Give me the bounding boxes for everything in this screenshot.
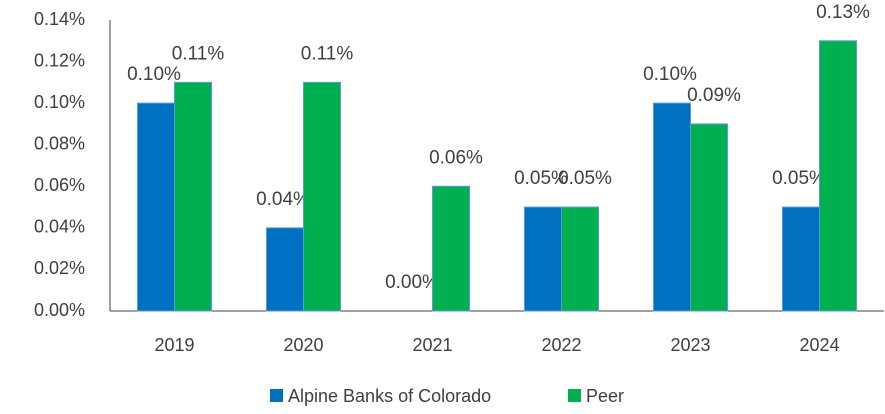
x-tick-label: 2022 (541, 335, 581, 355)
legend-label: Alpine Banks of Colorado (288, 386, 491, 406)
legend-label: Peer (586, 386, 624, 406)
y-tick-label: 0.06% (34, 175, 85, 195)
x-tick-label: 2024 (799, 335, 839, 355)
value-label: 0.13% (816, 2, 870, 23)
value-label: 0.10% (643, 64, 697, 85)
y-tick-label: 0.00% (34, 300, 85, 320)
value-label: 0.05% (772, 168, 826, 189)
y-tick-label: 0.02% (34, 258, 85, 278)
value-label: 0.11% (301, 43, 354, 64)
bar (524, 206, 562, 312)
bar (266, 227, 304, 312)
y-tick-label: 0.08% (34, 133, 85, 153)
bar (432, 185, 470, 312)
bar (303, 81, 341, 312)
x-tick-label: 2023 (670, 335, 710, 355)
value-label: 0.05% (558, 168, 612, 189)
x-tick-label: 2019 (154, 335, 194, 355)
y-tick-label: 0.14% (34, 9, 85, 29)
bar (653, 102, 691, 312)
y-tick-label: 0.12% (34, 50, 85, 70)
y-tick-label: 0.04% (34, 217, 85, 237)
value-label: 0.06% (429, 147, 483, 168)
value-label: 0.11% (172, 43, 225, 64)
bar (782, 206, 820, 312)
value-label: 0.00% (385, 272, 439, 293)
x-tick-label: 2020 (283, 335, 323, 355)
bar (561, 206, 599, 312)
value-label: 0.10% (127, 64, 181, 85)
y-tick-label: 0.10% (34, 92, 85, 112)
bar (690, 123, 728, 312)
value-label: 0.09% (687, 85, 741, 106)
bar (137, 102, 175, 312)
bar (819, 40, 857, 312)
legend-swatch (270, 389, 283, 402)
value-label: 0.04% (256, 189, 310, 210)
legend-swatch (568, 389, 581, 402)
bar (174, 81, 212, 312)
x-tick-label: 2021 (412, 335, 452, 355)
value-label: 0.05% (514, 168, 568, 189)
